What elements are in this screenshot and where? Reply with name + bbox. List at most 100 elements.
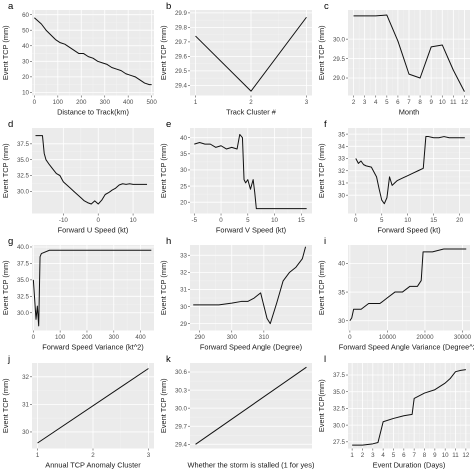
y-tick-label: 30.0: [175, 405, 188, 412]
x-tick-label: 0: [219, 217, 223, 224]
series-line: [352, 368, 466, 446]
y-tick-label: 35.0: [333, 388, 346, 395]
y-tick-label: 20: [180, 199, 187, 206]
x-tick-label: 12: [462, 452, 469, 459]
y-tick-label: 60: [22, 12, 29, 19]
y-tick-label: 40: [338, 261, 345, 268]
x-tick-label: 15: [298, 217, 305, 224]
chart-panel-g: 30.0 32.5 35.0 37.5 40.0 0 100 200 300 400 Forward…: [1, 236, 154, 352]
x-tick-label: 11: [452, 452, 459, 459]
x-tick-label: 400: [123, 99, 134, 106]
chart-panel-l: 27.530.032.535.037.51 2 3 4 5 6 7 8 9 10 11 12Event…: [317, 354, 470, 469]
y-tick-label: 30: [22, 429, 29, 436]
series-line: [349, 248, 467, 322]
panel-letter: a: [8, 1, 14, 12]
x-tick-label: 100: [55, 334, 66, 341]
x-axis-title: Forward Speed Angle Variance (Degree^2): [339, 343, 474, 352]
y-tick-label: 27.5: [333, 439, 346, 446]
chart-panel-k: 29.4 29.7 30.0 30.3 30.6 Whether the storm is…: [159, 354, 314, 470]
x-tick-label: 11: [450, 99, 457, 106]
chart-panel-i: 30 35 40 0 10000 20000 30000 Forward Speed Angl…: [317, 236, 474, 352]
y-axis-title: Event TCP (mm): [317, 260, 326, 315]
panel-letter: h: [166, 236, 171, 247]
y-axis-title: Event TCP (mm): [159, 25, 168, 80]
y-tick-label: 35.0: [17, 156, 30, 163]
x-tick-label: 12: [461, 99, 468, 106]
chart-panel-j: 30 31 32 1 2 3 Annual TCP Anomaly Cluster Event…: [1, 354, 154, 469]
y-tick-label: 31: [338, 180, 345, 187]
x-tick-label: 20: [456, 217, 463, 224]
y-tick-label: 34: [338, 143, 345, 150]
x-tick-label: 1: [350, 452, 354, 459]
plot-background: [32, 127, 154, 213]
y-tick-label: 29.4: [175, 441, 188, 448]
y-tick-label: 30.6: [175, 369, 188, 376]
x-axis-title: Event Duration (Days): [373, 460, 446, 469]
series-line: [353, 14, 465, 92]
x-tick-label: -5: [192, 217, 198, 224]
x-axis-title: Forward V Speed (kt): [216, 225, 286, 234]
y-tick-label: 35: [338, 131, 345, 138]
x-tick-label: 2: [352, 99, 356, 106]
y-tick-label: 29.7: [175, 39, 188, 46]
y-tick-label: 32: [180, 270, 187, 277]
x-tick-label: 1: [194, 99, 198, 106]
plot-background: [32, 245, 154, 331]
y-tick-label: 37.5: [17, 261, 30, 268]
y-tick-label: 25: [180, 183, 187, 190]
y-tick-label: 35: [338, 289, 345, 296]
series-line: [194, 133, 307, 209]
y-tick-label: 29.8: [175, 25, 188, 32]
panel-letter: g: [8, 236, 13, 247]
y-tick-label: 29.4: [175, 83, 188, 90]
y-tick-label: 30.3: [175, 387, 188, 394]
y-axis-title: Event TCP (mm): [159, 378, 168, 433]
x-tick-label: -10: [59, 217, 69, 224]
panel-letter: j: [7, 354, 10, 365]
y-tick-label: 30: [338, 192, 345, 199]
y-tick-label: 10: [22, 90, 29, 97]
y-tick-label: 29: [180, 321, 187, 328]
x-tick-label: 8: [418, 99, 422, 106]
y-tick-label: 50: [22, 27, 29, 34]
x-tick-label: 300: [109, 334, 120, 341]
panel-letter: c: [324, 1, 329, 12]
series-line: [34, 17, 152, 86]
y-tick-label: 30.0: [17, 188, 30, 195]
y-tick-label: 29.0: [333, 75, 346, 82]
y-tick-label: 40: [22, 43, 29, 50]
y-axis-title: Event TCP (mm): [317, 25, 326, 80]
y-tick-label: 30: [180, 304, 187, 311]
x-axis-title: Forward Speed Variance (kt^2): [42, 343, 144, 352]
x-tick-label: 7: [412, 452, 416, 459]
x-tick-label: 500: [146, 99, 157, 106]
x-tick-label: 2: [361, 452, 365, 459]
series-line: [193, 246, 307, 325]
x-tick-label: 30000: [454, 334, 472, 341]
y-tick-label: 33: [180, 252, 187, 259]
y-tick-label: 29.5: [175, 68, 188, 75]
y-axis-title: Event TCP (mm): [1, 378, 10, 433]
x-tick-label: 5: [392, 452, 396, 459]
x-tick-label: 6: [396, 99, 400, 106]
y-axis-title: Event TCP (mm): [1, 260, 10, 315]
x-tick-label: 290: [194, 334, 205, 341]
x-tick-label: 4: [381, 452, 385, 459]
x-axis-title: Month: [399, 108, 420, 117]
x-tick-label: 10: [439, 99, 446, 106]
panel-letter: d: [8, 119, 13, 130]
series-line: [355, 135, 465, 204]
y-tick-label: 20: [22, 74, 29, 81]
chart-panel-h: 29 30 31 32 33 290 300 310 Forward Speed Angle (…: [159, 236, 312, 352]
y-axis-title: Event TCP (mm): [1, 25, 10, 80]
y-tick-label: 30: [22, 59, 29, 66]
x-tick-label: 3: [147, 452, 151, 459]
series-line: [195, 366, 307, 445]
panel-letter: i: [324, 236, 326, 247]
x-tick-label: 300: [227, 334, 238, 341]
x-tick-label: 7: [407, 99, 411, 106]
series-line: [35, 134, 148, 204]
panel-letter: l: [324, 354, 326, 365]
y-tick-label: 31: [22, 401, 29, 408]
